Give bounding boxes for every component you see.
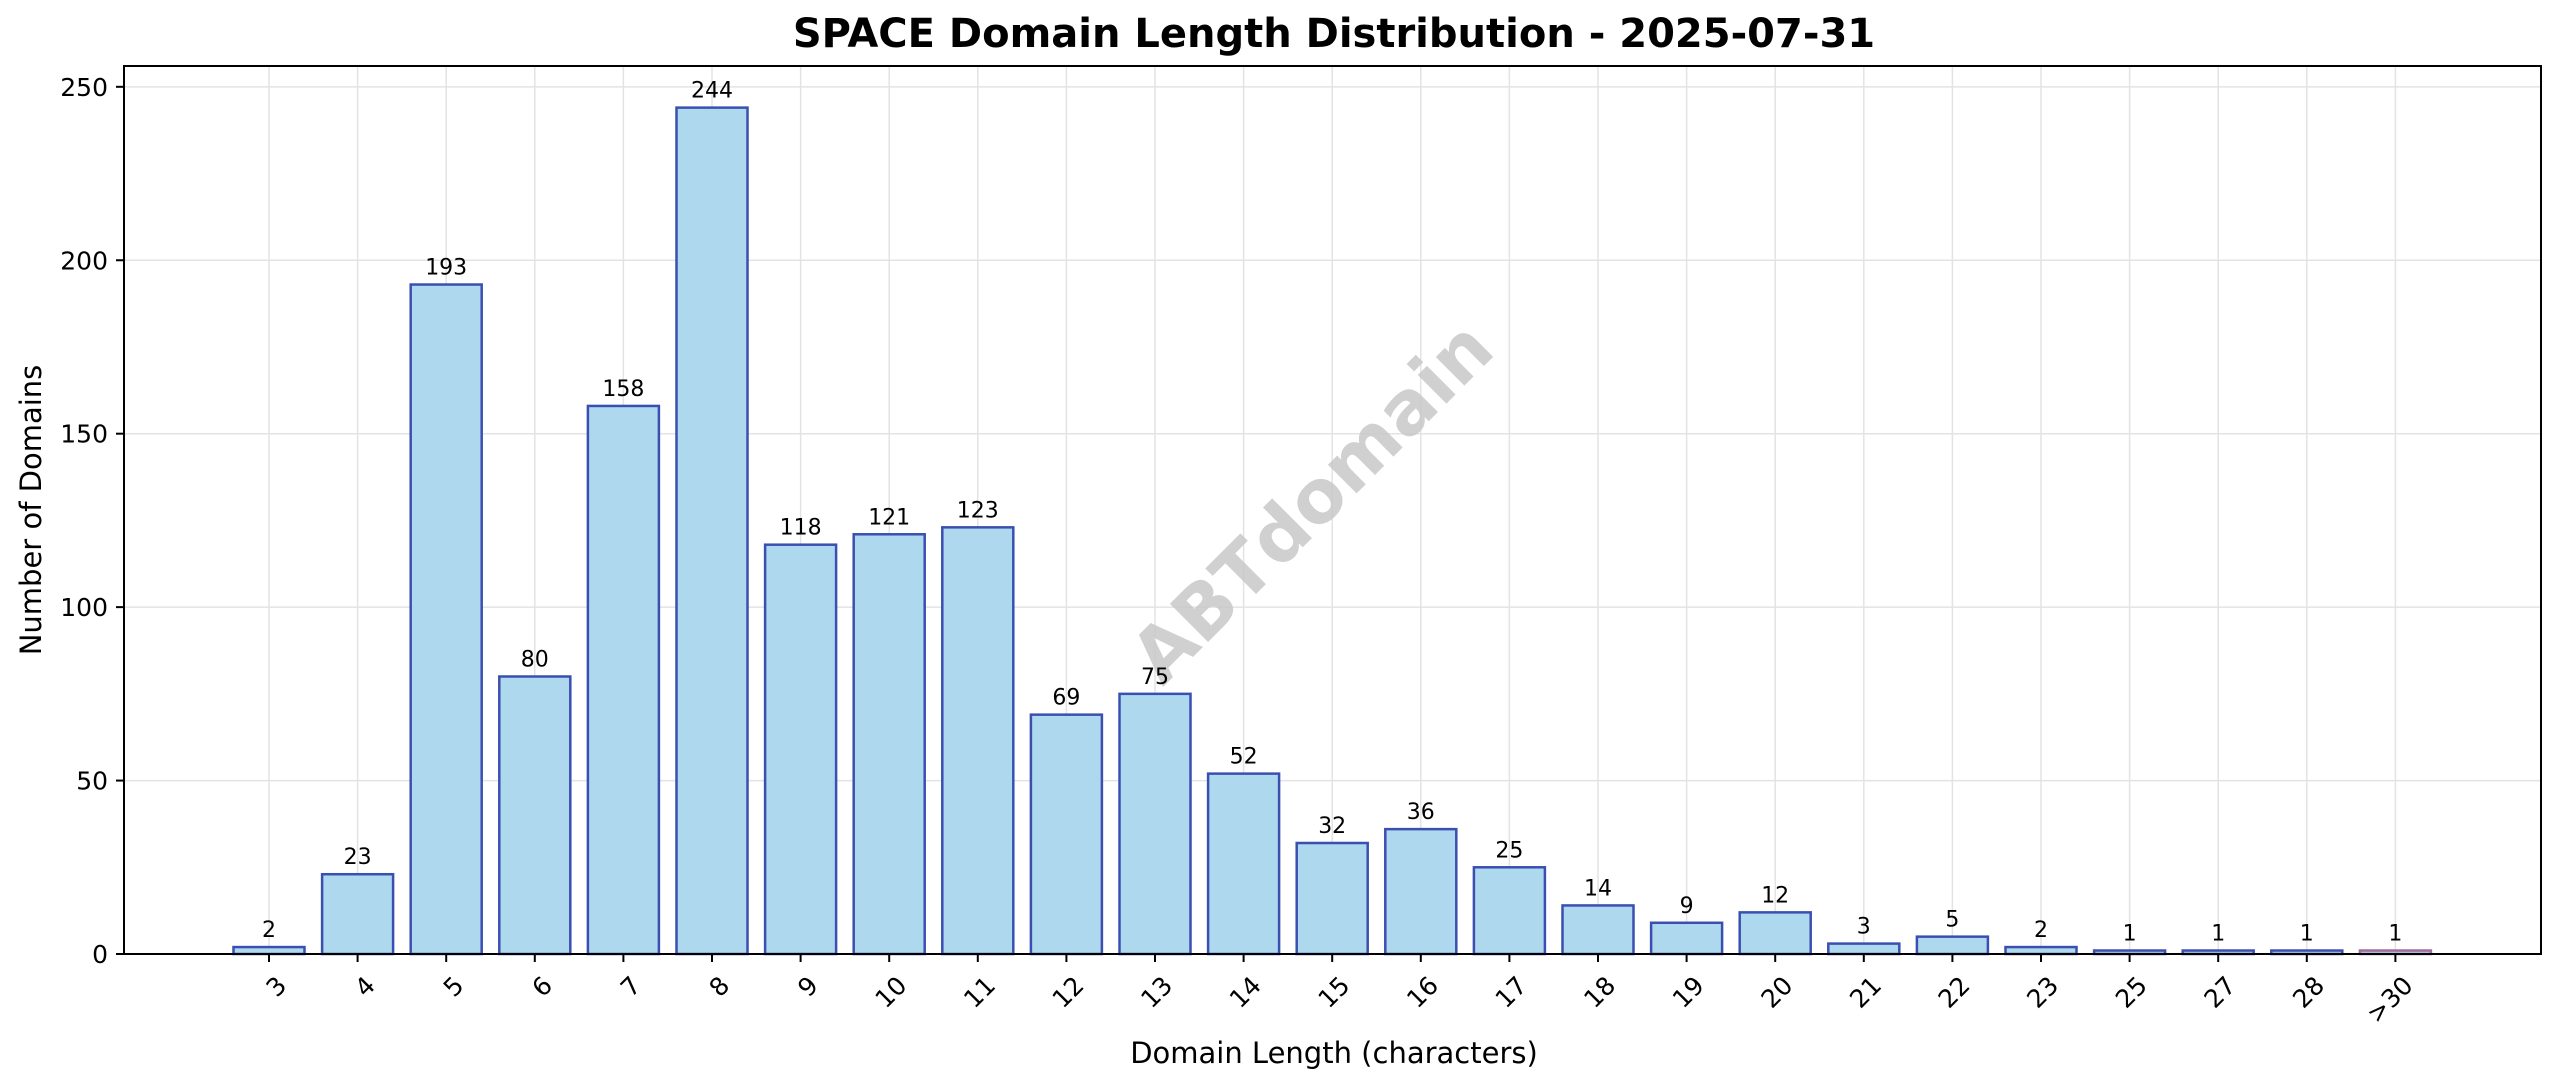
x-tick-label: 7	[615, 971, 647, 1003]
bar-16	[1384, 827, 1458, 956]
x-tick-label: 5	[438, 971, 470, 1003]
x-tick-label: 13	[1135, 971, 1178, 1014]
y-tick-label: 200	[60, 246, 108, 275]
bar-13	[1118, 692, 1192, 956]
data-label: 25	[1495, 838, 1523, 863]
bar-19	[1649, 921, 1724, 956]
watermark: ABTdomain	[1115, 305, 1510, 700]
bar-3	[232, 945, 306, 956]
bar-8	[675, 106, 749, 956]
x-tick-label: 20	[1755, 971, 1798, 1014]
y-tick-label: 100	[60, 593, 108, 622]
data-label: 123	[957, 498, 999, 523]
x-tick-label: 21	[1844, 971, 1887, 1014]
data-label: 121	[868, 505, 910, 530]
x-axis: 3 4 5 6 7 8 9 10 11 12 13 14 15 16 17 18 19 20 21 22 23 25 27 2…	[261, 954, 2419, 1029]
bar-22	[1915, 935, 1990, 956]
x-tick-label: >30	[2361, 971, 2419, 1029]
data-label: 5	[1945, 908, 1959, 933]
data-label: 118	[780, 516, 822, 541]
data-label: 12	[1761, 883, 1789, 908]
data-label: 1	[2388, 922, 2402, 947]
y-tick-label: 0	[92, 940, 108, 969]
data-label: 2	[262, 918, 276, 943]
x-tick-label: 25	[2110, 971, 2153, 1014]
y-axis: 0 50 100 150 200 250	[60, 73, 124, 969]
y-axis-label: Number of Domains	[14, 365, 48, 656]
x-tick-label: 8	[704, 971, 736, 1003]
x-tick-label: 12	[1047, 971, 1090, 1014]
data-label: 1	[2211, 922, 2225, 947]
data-label: 2	[2034, 918, 2048, 943]
bar-20	[1738, 911, 1812, 956]
bar-23	[2004, 945, 2078, 956]
x-tick-label: 9	[792, 971, 824, 1003]
y-tick-label: 250	[60, 73, 108, 102]
bar-6	[498, 675, 572, 956]
x-tick-label: 10	[869, 971, 912, 1014]
x-tick-label: 23	[2021, 971, 2064, 1014]
bar-4	[320, 872, 395, 956]
bar-7	[586, 404, 661, 956]
data-label: 1	[2300, 922, 2314, 947]
data-label: 52	[1230, 745, 1258, 770]
bar-9	[763, 543, 838, 956]
bar-21	[1827, 942, 1901, 956]
data-label: 244	[691, 79, 733, 104]
x-tick-label: 28	[2287, 971, 2330, 1014]
x-tick-label: 18	[1578, 971, 1621, 1014]
data-label: 23	[344, 845, 372, 870]
bar-11	[941, 526, 1015, 956]
x-tick-label: 17	[1490, 971, 1533, 1014]
bar-17	[1472, 866, 1547, 956]
chart-title: SPACE Domain Length Distribution - 2025-…	[793, 11, 1875, 57]
data-label: 14	[1584, 876, 1612, 901]
bar-18	[1561, 904, 1635, 956]
data-label: 80	[521, 648, 549, 673]
bar-5	[409, 283, 483, 956]
data-label: 36	[1407, 800, 1435, 825]
bar-15	[1295, 841, 1369, 956]
data-label: 3	[1857, 915, 1871, 940]
y-tick-label: 150	[60, 420, 108, 449]
data-label: 75	[1141, 665, 1169, 690]
data-label: 1	[2123, 922, 2137, 947]
x-tick-label: 6	[526, 971, 558, 1003]
x-tick-label: 14	[1224, 971, 1267, 1014]
data-label: 158	[602, 377, 644, 402]
bar-12	[1029, 713, 1104, 956]
x-tick-label: 16	[1401, 971, 1444, 1014]
x-tick-label: 27	[2198, 971, 2241, 1014]
x-tick-label: 15	[1312, 971, 1355, 1014]
x-axis-label: Domain Length (characters)	[1130, 1036, 1538, 1070]
bars	[232, 106, 2433, 956]
data-label: 69	[1052, 686, 1080, 711]
x-tick-label: 22	[1933, 971, 1976, 1014]
x-tick-label: 3	[261, 971, 293, 1003]
x-tick-label: 19	[1667, 971, 1710, 1014]
x-tick-label: 11	[958, 971, 1001, 1014]
bar-14	[1206, 772, 1281, 956]
bar-10	[852, 533, 926, 956]
data-label: 9	[1680, 894, 1694, 919]
y-tick-label: 50	[76, 767, 108, 796]
x-tick-label: 4	[349, 971, 381, 1003]
data-label: 193	[425, 256, 467, 281]
data-label: 32	[1318, 814, 1346, 839]
